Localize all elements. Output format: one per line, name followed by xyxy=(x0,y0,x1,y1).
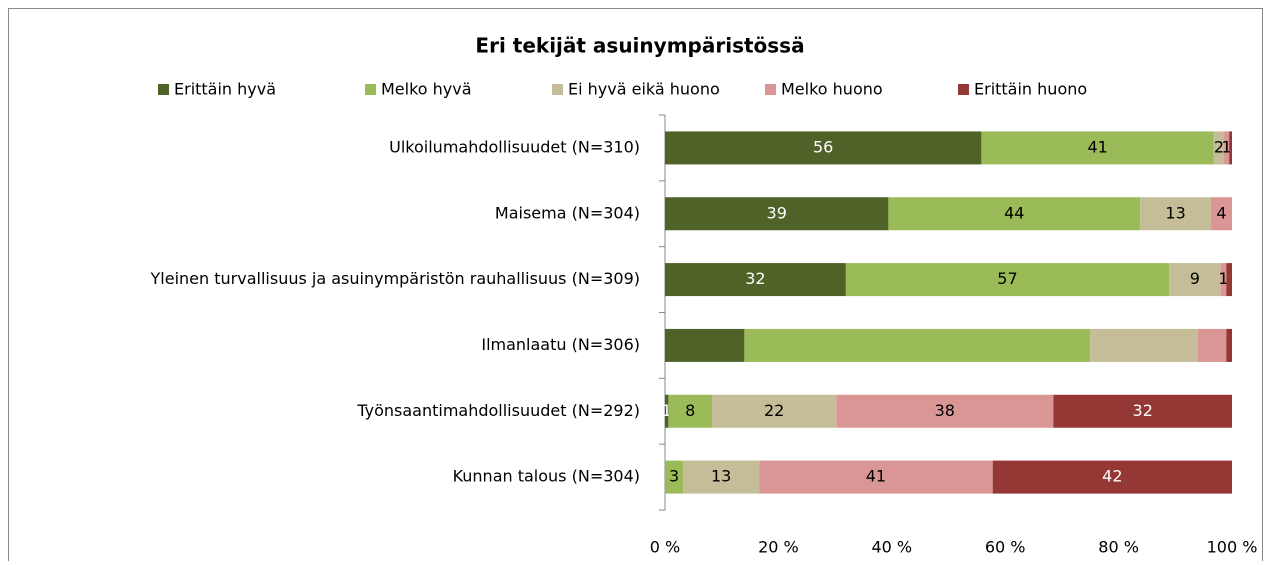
legend-label: Melko hyvä xyxy=(381,80,472,99)
bar-segment xyxy=(1229,131,1232,165)
data-label: 2 xyxy=(1214,137,1224,156)
category-label: Työnsaantimahdollisuudet (N=292) xyxy=(356,401,640,420)
data-label: 13 xyxy=(711,467,731,486)
bar-segment xyxy=(845,263,1170,297)
bar-segment xyxy=(1140,197,1212,231)
bar-segment xyxy=(759,460,993,494)
data-label: 41 xyxy=(866,467,886,486)
bar-segment xyxy=(665,394,669,428)
bar-segment xyxy=(981,131,1214,165)
bar-segment xyxy=(1197,328,1227,362)
data-label: 39 xyxy=(767,203,787,222)
legend-swatch xyxy=(158,84,169,95)
data-label: 32 xyxy=(1133,401,1153,420)
legend-label: Ei hyvä eikä huono xyxy=(568,80,720,99)
category-label: Kunnan talous (N=304) xyxy=(453,467,640,486)
legend-swatch xyxy=(765,84,776,95)
legend-label: Erittäin hyvä xyxy=(174,80,276,99)
bar-segment xyxy=(1090,328,1198,362)
bar-segment xyxy=(1220,263,1227,297)
x-tick-label: 60 % xyxy=(985,538,1026,557)
bar-segment xyxy=(665,197,889,231)
bar-segment xyxy=(888,197,1141,231)
x-tick-label: 20 % xyxy=(758,538,799,557)
x-tick-label: 80 % xyxy=(1098,538,1139,557)
bar-segment xyxy=(668,394,713,428)
bar-segment xyxy=(665,460,684,494)
data-label: 38 xyxy=(935,401,955,420)
bar-segment xyxy=(665,131,982,165)
x-tick-label: 100 % xyxy=(1207,538,1258,557)
legend-label: Melko huono xyxy=(781,80,883,99)
data-label: 42 xyxy=(1102,467,1122,486)
chart-title: Eri tekijät asuinympäristössä xyxy=(475,34,804,58)
data-label: 1 xyxy=(1218,269,1228,288)
x-tick-label: 0 % xyxy=(650,538,680,557)
data-label: 56 xyxy=(813,137,833,156)
category-label: Ilmanlaatu (N=306) xyxy=(481,335,640,354)
data-label: 41 xyxy=(1087,137,1107,156)
x-tick-label: 40 % xyxy=(871,538,912,557)
bar-segment xyxy=(1169,263,1221,297)
bar-segment xyxy=(665,328,745,362)
bar-segment xyxy=(1226,328,1232,362)
bar-segment xyxy=(712,394,837,428)
bar-segment xyxy=(836,394,1054,428)
legend-label: Erittäin huono xyxy=(974,80,1087,99)
data-label: 9 xyxy=(1190,269,1200,288)
data-label: 22 xyxy=(764,401,784,420)
data-label: 57 xyxy=(997,269,1017,288)
bar-segment xyxy=(1226,263,1232,297)
data-label: 44 xyxy=(1004,203,1024,222)
bar-segment xyxy=(1053,394,1232,428)
bar-segment xyxy=(744,328,1091,362)
data-label: 3 xyxy=(669,467,679,486)
bar-segment xyxy=(992,460,1232,494)
category-label: Yleinen turvallisuus ja asuinympäristön … xyxy=(150,269,640,288)
data-label: 8 xyxy=(685,401,695,420)
bar-segment xyxy=(1224,131,1230,165)
category-label: Maisema (N=304) xyxy=(495,203,640,222)
data-label: 4 xyxy=(1216,203,1226,222)
legend-swatch xyxy=(365,84,376,95)
bar-segment xyxy=(683,460,760,494)
data-label: 1 xyxy=(1222,137,1232,156)
legend-swatch xyxy=(552,84,563,95)
bar-segment xyxy=(1211,197,1232,231)
legend-swatch xyxy=(958,84,969,95)
category-label: Ulkoilumahdollisuudet (N=310) xyxy=(389,137,640,156)
data-label: 32 xyxy=(745,269,765,288)
data-label: 13 xyxy=(1165,203,1185,222)
bar-segment xyxy=(665,263,846,297)
bar-segment xyxy=(1213,131,1225,165)
data-label: 1 xyxy=(662,401,672,420)
